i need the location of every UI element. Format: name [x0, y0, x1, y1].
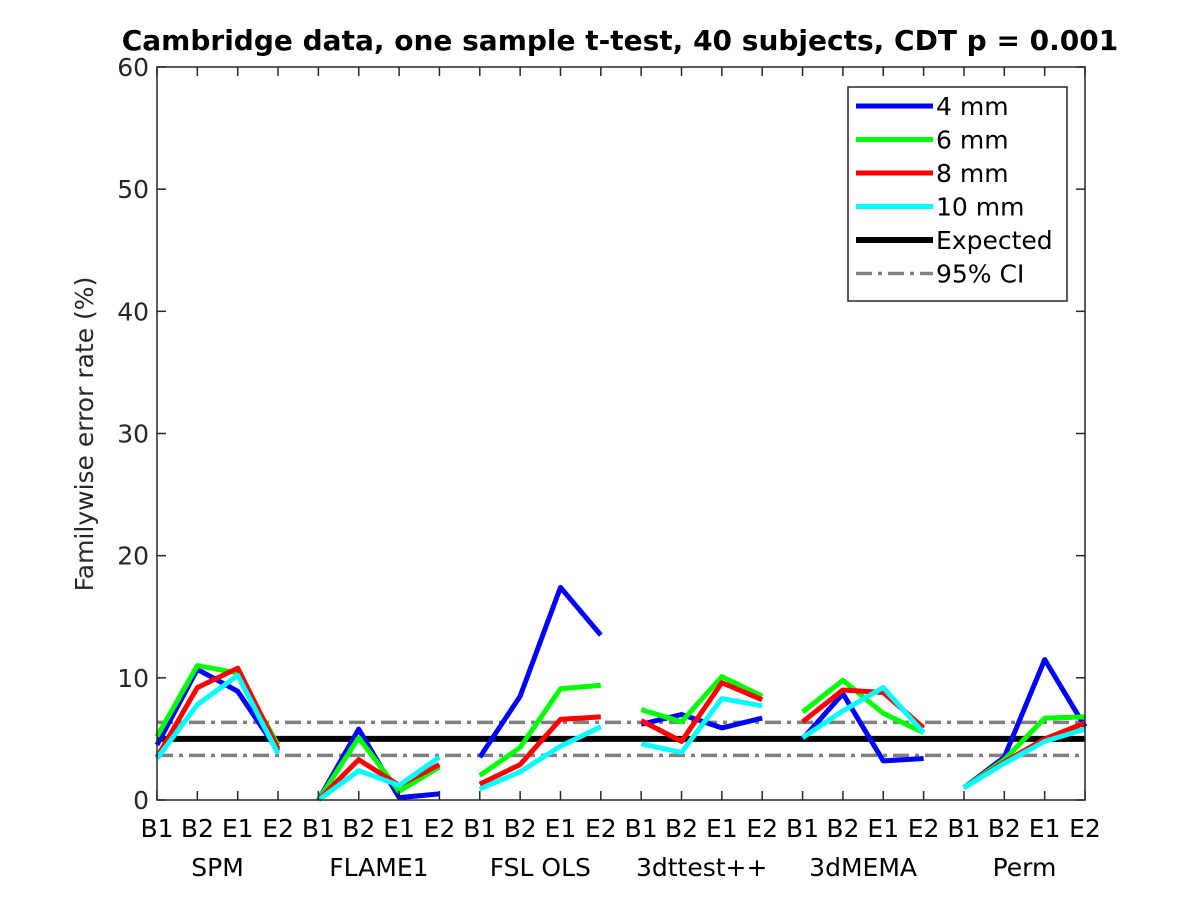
group-label: FLAME1: [329, 853, 428, 882]
x-tick-label: B2: [826, 814, 859, 843]
y-tick-label: 0: [133, 786, 149, 815]
series-line-4mm-3dttest: [640, 712, 763, 731]
x-tick-label: E1: [222, 814, 254, 843]
group-label: SPM: [191, 853, 244, 882]
series-line-8mm-fslols: [478, 714, 601, 787]
legend-label: 4 mm: [936, 92, 1009, 121]
x-tick-label: E1: [867, 814, 899, 843]
x-tick-label: E2: [424, 814, 456, 843]
legend-label: 6 mm: [936, 126, 1009, 155]
group-label: 3dttest++: [636, 853, 767, 882]
x-tick-label: B1: [463, 814, 496, 843]
x-tick-label: E2: [585, 814, 617, 843]
series-line-10mm-3dttest: [640, 696, 763, 755]
group-label: 3dMEMA: [809, 853, 917, 882]
series-line-10mm-perm: [962, 726, 1086, 790]
y-tick-label: 40: [117, 297, 149, 326]
y-tick-label: 50: [117, 175, 149, 204]
x-tick-label: B2: [665, 814, 698, 843]
y-tick-label: 10: [117, 664, 149, 693]
series-line-8mm-3dttest: [640, 680, 764, 744]
legend-label: 95% CI: [936, 260, 1024, 289]
series-line-4mm-fslols: [477, 584, 603, 759]
x-tick-label: B1: [302, 814, 335, 843]
series-line-6mm-flame1: [316, 735, 441, 802]
x-tick-label: B2: [342, 814, 375, 843]
x-tick-label: E2: [262, 814, 294, 843]
x-tick-label: B2: [504, 814, 537, 843]
x-tick-label: E2: [908, 814, 940, 843]
group-label: FSL OLS: [490, 853, 591, 882]
series-line-8mm-spm: [154, 665, 281, 759]
series-line-10mm-flame1: [316, 755, 441, 803]
x-tick-label: E2: [1069, 814, 1101, 843]
chart-title: Cambridge data, one sample t-test, 40 su…: [122, 24, 1119, 57]
legend-label: 8 mm: [936, 159, 1009, 188]
x-tick-label: B1: [786, 814, 819, 843]
x-tick-label: B1: [947, 814, 980, 843]
y-tick-label: 20: [117, 542, 149, 571]
y-axis-label: Familywise error rate (%): [70, 277, 99, 592]
legend: 4 mm 6 mm 8 mm 10 mm Expected 95% CI: [847, 86, 1068, 302]
series-line-10mm-3dmema: [801, 685, 926, 740]
x-tick-label: B1: [140, 814, 173, 843]
x-tick-label: E1: [545, 814, 577, 843]
x-tick-label: B1: [625, 814, 658, 843]
legend-label: 10 mm: [936, 193, 1024, 222]
legend-box: [847, 86, 1068, 302]
x-tick-label: E2: [746, 814, 778, 843]
series-line-4mm-3dmema: [800, 691, 924, 764]
series-line-6mm-3dttest: [640, 674, 764, 725]
series-line-8mm-flame1: [316, 757, 441, 802]
y-tick-label: 30: [117, 420, 149, 449]
y-tick-label: 60: [117, 53, 149, 82]
group-label: Perm: [993, 853, 1057, 882]
series-line-10mm-fslols: [478, 724, 602, 792]
legend-label: Expected: [936, 226, 1053, 255]
series-line-6mm-fslols: [478, 682, 602, 778]
x-tick-label: E1: [706, 814, 738, 843]
x-tick-label: E1: [1029, 814, 1061, 843]
x-tick-label: B2: [181, 814, 214, 843]
x-tick-label: B2: [988, 814, 1021, 843]
x-tick-label: E1: [383, 814, 415, 843]
series-line-10mm-spm: [154, 672, 281, 760]
